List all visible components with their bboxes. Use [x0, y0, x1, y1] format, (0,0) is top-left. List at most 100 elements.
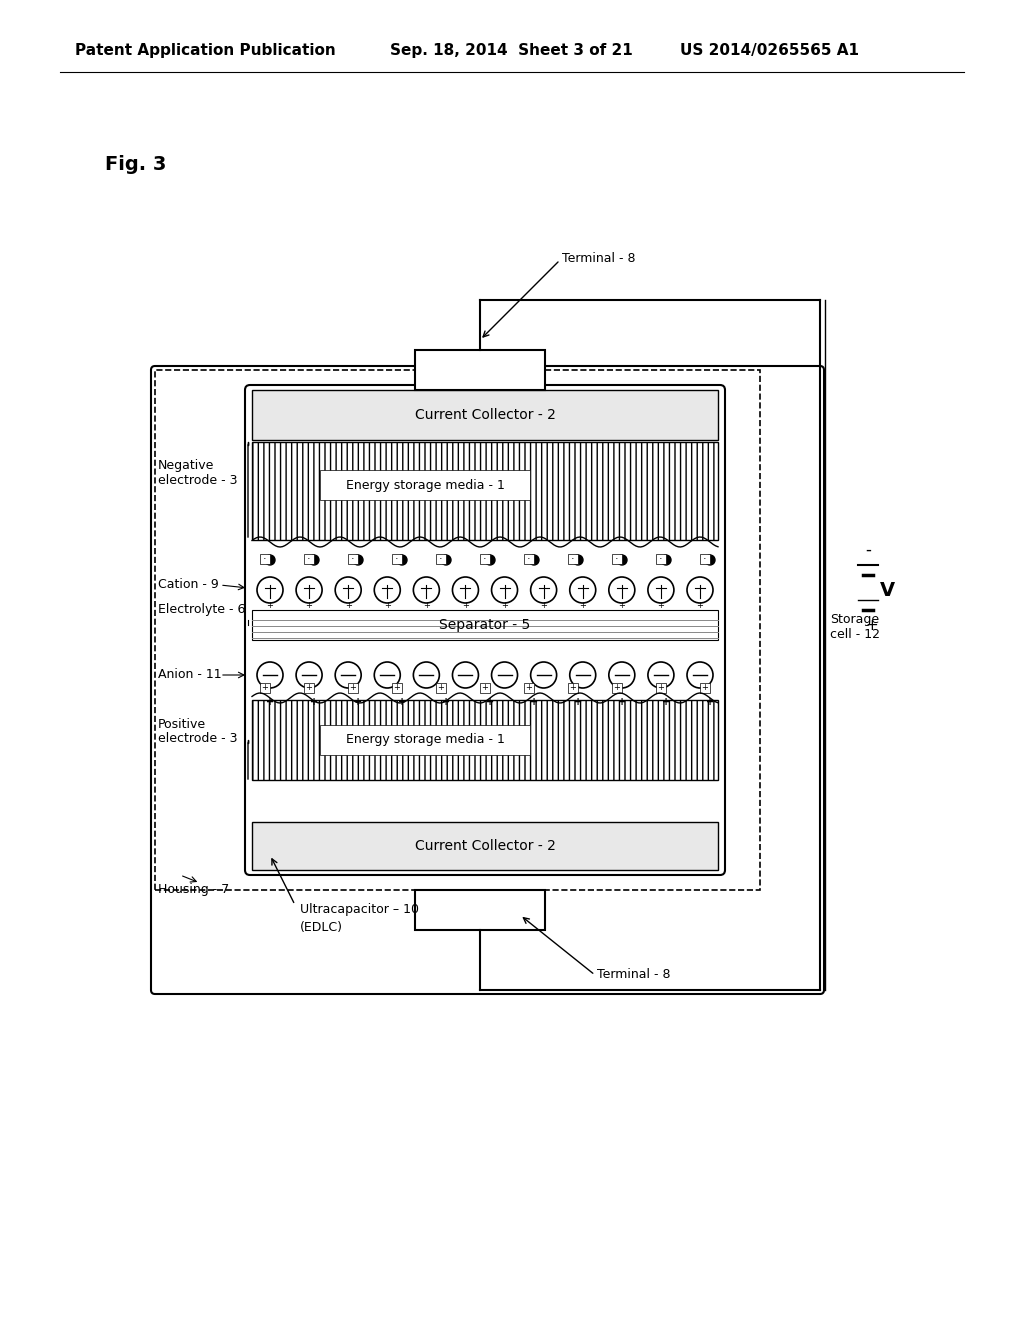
Bar [319, 725, 530, 755]
Text: +: + [349, 684, 356, 693]
Text: -: - [865, 541, 870, 558]
Text: Energy storage media - 1: Energy storage media - 1 [345, 479, 505, 491]
Text: US 2014/0265565 A1: US 2014/0265565 A1 [680, 42, 859, 58]
Text: +: + [865, 618, 878, 632]
Text: ·: · [615, 554, 618, 564]
Text: cell - 12: cell - 12 [830, 628, 880, 642]
Bar [612, 554, 622, 564]
Text: +: + [580, 602, 586, 610]
Bar [252, 610, 718, 640]
Text: ·: · [439, 554, 442, 564]
Circle shape [441, 554, 451, 565]
Circle shape [485, 554, 495, 565]
Bar [700, 682, 710, 693]
Text: +: + [305, 684, 312, 693]
FancyBboxPatch shape [245, 385, 725, 875]
Text: +: + [345, 602, 351, 610]
Bar [252, 442, 718, 540]
Text: +: + [617, 697, 626, 708]
Text: +: + [398, 697, 407, 708]
Text: ·: · [659, 554, 663, 564]
Text: +: + [525, 684, 532, 693]
Bar [656, 554, 666, 564]
Bar [568, 682, 578, 693]
Text: +: + [613, 684, 621, 693]
Text: Housing - 7: Housing - 7 [158, 883, 229, 896]
Text: +: + [657, 684, 665, 693]
Text: Terminal - 8: Terminal - 8 [597, 969, 671, 982]
Text: Energy storage media - 1: Energy storage media - 1 [345, 734, 505, 747]
Text: Fig. 3: Fig. 3 [105, 156, 166, 174]
Bar [155, 370, 760, 890]
Text: +: + [618, 602, 626, 610]
Bar [260, 554, 270, 564]
Bar [612, 682, 622, 693]
Circle shape [573, 554, 583, 565]
Text: Separator - 5: Separator - 5 [439, 618, 530, 632]
Bar [304, 682, 314, 693]
Text: +: + [662, 697, 670, 708]
Text: +: + [261, 684, 268, 693]
Text: ·: · [307, 554, 311, 564]
Circle shape [705, 554, 715, 565]
Text: +: + [541, 602, 547, 610]
Bar [700, 554, 710, 564]
Text: ·: · [527, 554, 530, 564]
Text: Anion - 11: Anion - 11 [158, 668, 221, 681]
Text: +: + [423, 602, 430, 610]
Bar [415, 350, 545, 389]
Circle shape [309, 554, 319, 565]
Bar [252, 389, 718, 440]
Bar [480, 682, 490, 693]
Circle shape [265, 554, 275, 565]
Bar [436, 682, 446, 693]
Text: +: + [486, 697, 494, 708]
Text: +: + [573, 697, 582, 708]
Text: +: + [266, 602, 273, 610]
Text: +: + [354, 697, 362, 708]
Text: Ultracapacitor – 10: Ultracapacitor – 10 [300, 903, 419, 916]
Text: ·: · [263, 554, 267, 564]
Text: +: + [393, 684, 400, 693]
Bar [392, 554, 402, 564]
Bar [480, 554, 490, 564]
Text: Sep. 18, 2014  Sheet 3 of 21: Sep. 18, 2014 Sheet 3 of 21 [390, 42, 633, 58]
Text: electrode - 3: electrode - 3 [158, 474, 238, 487]
Circle shape [662, 554, 671, 565]
Text: ·: · [395, 554, 398, 564]
Bar [524, 682, 534, 693]
Bar [392, 682, 402, 693]
Bar [304, 554, 314, 564]
Circle shape [353, 554, 362, 565]
Text: Electrolyte - 6: Electrolyte - 6 [158, 603, 246, 616]
Text: +: + [462, 602, 469, 610]
Text: +: + [706, 697, 714, 708]
Text: +: + [266, 697, 274, 708]
Text: ·: · [351, 554, 354, 564]
Text: +: + [442, 697, 451, 708]
Text: +: + [437, 684, 444, 693]
Text: Negative: Negative [158, 458, 214, 471]
Text: +: + [657, 602, 665, 610]
Text: +: + [696, 602, 703, 610]
Bar [348, 682, 358, 693]
Bar [252, 700, 718, 780]
Text: +: + [569, 684, 577, 693]
Text: +: + [384, 602, 391, 610]
Text: +: + [310, 697, 318, 708]
Text: +: + [305, 602, 312, 610]
Circle shape [397, 554, 407, 565]
Bar [656, 682, 666, 693]
Text: +: + [481, 684, 488, 693]
Bar [568, 554, 578, 564]
Text: +: + [530, 697, 538, 708]
Text: ·: · [571, 554, 574, 564]
Bar [415, 890, 545, 931]
Bar [524, 554, 534, 564]
Bar [260, 682, 270, 693]
Text: Positive: Positive [158, 718, 206, 730]
Bar [319, 470, 530, 500]
Circle shape [529, 554, 539, 565]
Text: ·: · [483, 554, 486, 564]
Bar [252, 822, 718, 870]
